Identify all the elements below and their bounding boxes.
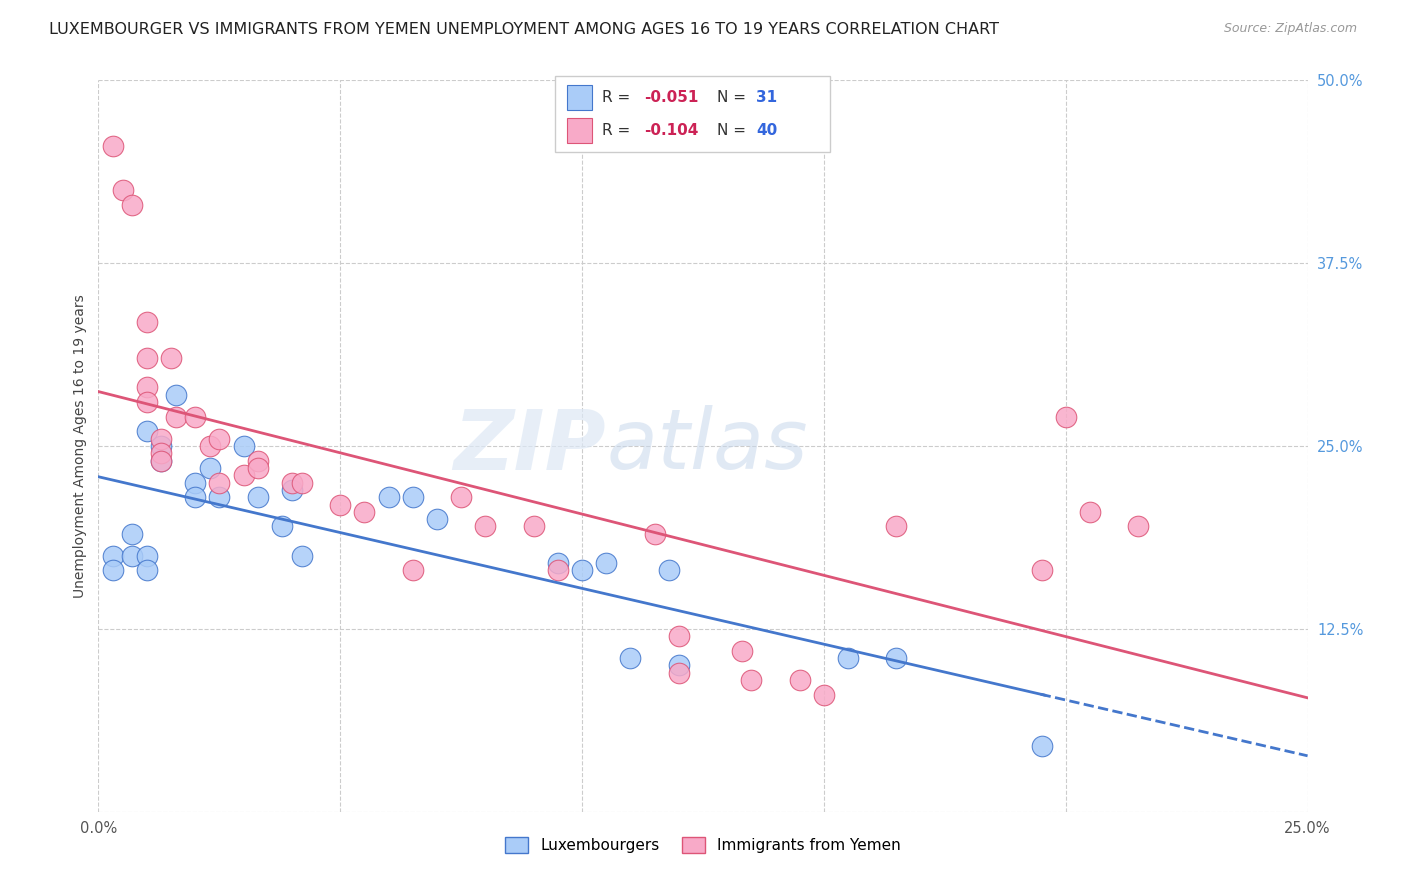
Y-axis label: Unemployment Among Ages 16 to 19 years: Unemployment Among Ages 16 to 19 years bbox=[73, 294, 87, 598]
Point bbox=[150, 453, 173, 467]
Point bbox=[523, 519, 546, 533]
Point bbox=[1078, 505, 1101, 519]
Point bbox=[232, 468, 254, 483]
Point bbox=[547, 563, 569, 577]
Point bbox=[150, 446, 173, 460]
Text: R =: R = bbox=[602, 89, 636, 104]
Point bbox=[135, 395, 157, 409]
Text: N =: N = bbox=[717, 123, 751, 138]
Point bbox=[184, 409, 207, 424]
Point bbox=[426, 512, 449, 526]
Point bbox=[290, 549, 312, 563]
Text: -0.051: -0.051 bbox=[644, 89, 699, 104]
Point bbox=[184, 490, 207, 504]
Legend: Luxembourgers, Immigrants from Yemen: Luxembourgers, Immigrants from Yemen bbox=[499, 830, 907, 859]
Point bbox=[135, 549, 157, 563]
Point bbox=[571, 563, 593, 577]
Text: atlas: atlas bbox=[606, 406, 808, 486]
Point bbox=[165, 409, 187, 424]
Point bbox=[121, 197, 143, 211]
Text: 31: 31 bbox=[756, 89, 778, 104]
Point bbox=[668, 665, 690, 680]
Point bbox=[450, 490, 472, 504]
Point bbox=[101, 139, 124, 153]
Point bbox=[135, 380, 157, 394]
Point bbox=[595, 556, 617, 570]
Point bbox=[402, 563, 425, 577]
Point bbox=[281, 475, 304, 490]
Point bbox=[731, 644, 754, 658]
Text: Source: ZipAtlas.com: Source: ZipAtlas.com bbox=[1223, 22, 1357, 36]
Point bbox=[150, 432, 173, 446]
Point bbox=[198, 439, 221, 453]
Point bbox=[247, 453, 270, 467]
Point bbox=[150, 453, 173, 467]
Point bbox=[135, 425, 157, 439]
Point bbox=[1128, 519, 1150, 533]
Point bbox=[160, 351, 183, 366]
Point bbox=[232, 439, 254, 453]
Text: N =: N = bbox=[717, 89, 751, 104]
Point bbox=[198, 461, 221, 475]
Point bbox=[1054, 409, 1077, 424]
Point bbox=[402, 490, 425, 504]
Text: ZIP: ZIP bbox=[454, 406, 606, 486]
Point bbox=[619, 651, 641, 665]
Point bbox=[789, 673, 811, 687]
Point bbox=[247, 461, 270, 475]
Point bbox=[247, 490, 270, 504]
Point bbox=[668, 629, 690, 643]
Point bbox=[740, 673, 762, 687]
Point bbox=[135, 563, 157, 577]
Point bbox=[121, 526, 143, 541]
Point bbox=[377, 490, 399, 504]
Point bbox=[644, 526, 666, 541]
Point bbox=[668, 658, 690, 673]
Point bbox=[886, 519, 908, 533]
Point bbox=[208, 432, 231, 446]
Point bbox=[474, 519, 496, 533]
Point bbox=[208, 475, 231, 490]
Point bbox=[1031, 739, 1053, 753]
Point bbox=[101, 563, 124, 577]
Point bbox=[111, 183, 134, 197]
Point bbox=[121, 549, 143, 563]
Text: 40: 40 bbox=[756, 123, 778, 138]
Point bbox=[837, 651, 859, 665]
Point bbox=[1031, 563, 1053, 577]
Point bbox=[658, 563, 681, 577]
Point bbox=[165, 388, 187, 402]
Point bbox=[101, 549, 124, 563]
Point bbox=[135, 315, 157, 329]
Point bbox=[353, 505, 375, 519]
Point bbox=[813, 688, 835, 702]
Text: LUXEMBOURGER VS IMMIGRANTS FROM YEMEN UNEMPLOYMENT AMONG AGES 16 TO 19 YEARS COR: LUXEMBOURGER VS IMMIGRANTS FROM YEMEN UN… bbox=[49, 22, 1000, 37]
Point bbox=[290, 475, 312, 490]
Point bbox=[271, 519, 294, 533]
Text: -0.104: -0.104 bbox=[644, 123, 699, 138]
Point bbox=[184, 475, 207, 490]
Point bbox=[547, 556, 569, 570]
Point bbox=[329, 498, 352, 512]
Point bbox=[281, 483, 304, 497]
Text: R =: R = bbox=[602, 123, 636, 138]
Point bbox=[886, 651, 908, 665]
Point bbox=[150, 439, 173, 453]
Point bbox=[208, 490, 231, 504]
Point bbox=[135, 351, 157, 366]
